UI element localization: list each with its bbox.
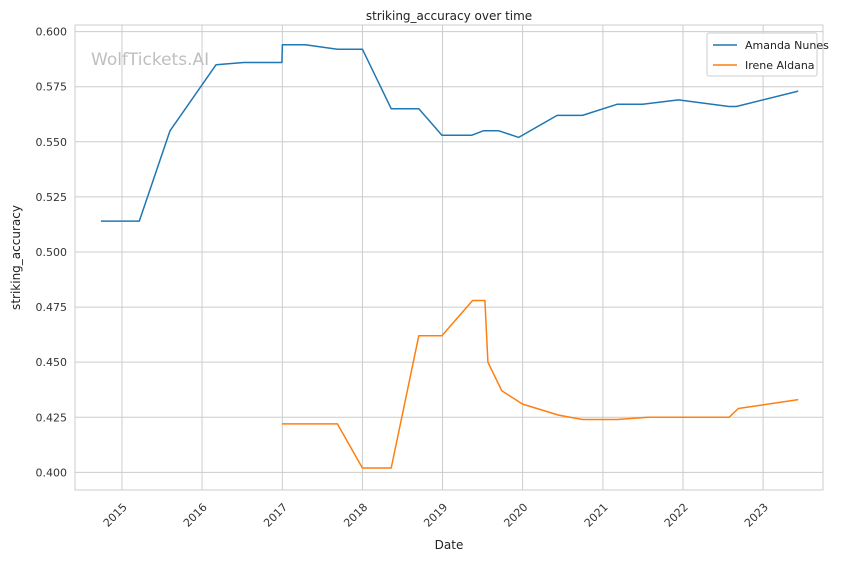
- chart-grid: [75, 25, 823, 490]
- y-tick-label: 0.550: [36, 136, 68, 149]
- y-tick-label: 0.475: [36, 301, 68, 314]
- series-line-1: [281, 299, 799, 469]
- y-tick-label: 0.450: [36, 356, 68, 369]
- y-tick-label: 0.400: [36, 466, 68, 479]
- plot-frame: [74, 24, 824, 491]
- series-lines: [100, 44, 799, 469]
- series-line-0: [100, 44, 799, 222]
- legend-label-0: Amanda Nunes: [745, 39, 829, 52]
- y-axis-label: striking_accuracy: [9, 205, 23, 310]
- watermark-text: WolfTickets.AI: [91, 50, 209, 70]
- y-tick-label: 0.500: [36, 246, 68, 259]
- y-axis-ticks: 0.400 0.425 0.450 0.475 0.500 0.525 0.550 0.575…: [36, 26, 68, 480]
- y-tick-label: 0.575: [36, 81, 68, 94]
- y-tick-label: 0.600: [36, 26, 68, 39]
- legend: Amanda Nunes Irene Aldana: [706, 32, 829, 77]
- y-tick-label: 0.425: [36, 411, 68, 424]
- y-tick-label: 0.525: [36, 191, 68, 204]
- chart-title: striking_accuracy over time: [366, 9, 532, 23]
- legend-label-1: Irene Aldana: [745, 59, 815, 72]
- x-axis-label: Date: [435, 538, 464, 552]
